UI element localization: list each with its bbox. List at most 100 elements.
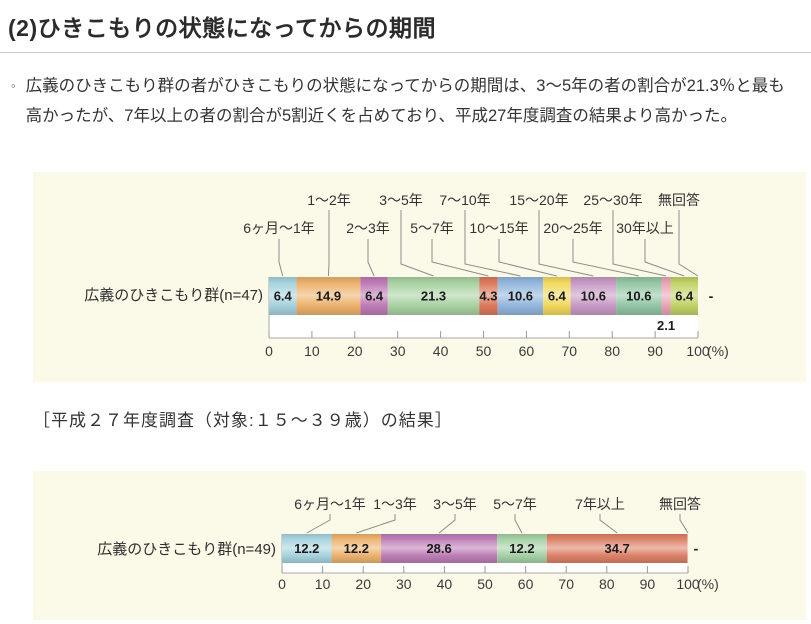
leader-line [679,514,689,534]
list-bullet-icon: ◦ [11,78,16,93]
leader-line [400,210,434,277]
segment-value-label: 10.6 [508,289,533,304]
no-answer-dash: - [694,541,699,557]
page-title: (2)ひきこもりの状態になってからの期間 [8,15,436,41]
segment-value-label: 10.6 [581,289,606,304]
bar-segment [282,534,332,563]
bar-segment [497,277,544,315]
leader-line [644,239,685,277]
summary-text: 広義のひきこもり群の者がひきこもりの状態になってからの期間は、3～5年の者の割合… [25,77,785,125]
axis-tick-label: 10 [315,576,331,592]
axis-tick-label: 0 [278,576,286,592]
category-label: 1～2年 [307,192,351,208]
leader-line [438,514,456,534]
axis-tick-label: 30 [396,576,412,592]
category-label: 25～30年 [583,192,642,208]
axis-tick-label: 30 [390,343,406,359]
axis-tick-label: 100 [676,576,700,592]
segment-value-label: 6.4 [365,289,384,304]
axis-tick-label: 20 [355,576,371,592]
leader-line [678,210,699,277]
segment-value-label: 21.3 [421,289,446,304]
category-label: 3～5年 [379,192,423,208]
segment-value-label: 12.2 [509,541,534,556]
segment-value-label: 6.4 [274,289,293,304]
axis-tick-label: 80 [599,576,615,592]
segment-value-label: 6.4 [675,289,694,304]
axis-tick-label: 40 [437,576,453,592]
axis-tick-label: 10 [304,343,320,359]
category-label: 無回答 [659,496,701,512]
bar-segment [296,277,361,315]
leader-line [306,514,331,534]
leader-line [538,210,594,277]
segment-value-label: 12.2 [344,541,369,556]
axis-unit-label: (%) [697,576,719,592]
segment-value-label: 14.9 [316,289,341,304]
bar-segment [570,277,617,315]
bar-segment [269,277,297,315]
category-label: 2～3年 [346,220,390,236]
stacked-bar-chart-h27: 0 10 20 30 40 50 60 70 80 90 100(%) 広義のひきこもり群(n=49)… [97,496,719,592]
category-label: 3～5年 [433,496,477,512]
segment-value-label: 6.4 [548,289,567,304]
row-label: 広義のひきこもり群(n=47) [84,287,263,304]
axis-tick-label: 60 [518,576,534,592]
leader-line [356,514,396,534]
segment-value-label: 12.2 [294,541,319,556]
leader-line [278,239,284,277]
bar-segment [661,277,671,315]
bar-segment [360,277,388,315]
leader-line [612,210,667,277]
bar-segment [497,534,547,563]
axis-tick-label: 80 [604,343,620,359]
segment-value-label: 4.3 [479,289,497,304]
leader-line [498,239,557,277]
category-label: 7～10年 [439,192,490,208]
axis-tick-label: 0 [265,343,273,359]
stacked-bar-chart-current: 0 10 20 30 40 50 60 70 80 90 100(%) 広義のひきこもり群(n=47)… [84,192,729,359]
leader-line [572,239,639,277]
leader-line [599,514,618,534]
category-label: 7年以上 [575,496,625,512]
segment-value-label: 28.6 [426,541,451,556]
category-label: 5～7年 [493,496,537,512]
row-label: 広義のひきこもり群(n=49) [97,541,276,558]
axis-unit-label: (%) [707,343,729,359]
category-label: 6ヶ月～1年 [294,496,366,512]
axis-tick-label: 60 [519,343,535,359]
axis-tick-label: 50 [477,576,493,592]
category-label: 無回答 [658,192,700,208]
leader-line [514,514,523,534]
axis-tick-label: 100 [686,343,710,359]
bar-segment [546,534,688,563]
axis-tick-label: 90 [640,576,656,592]
header-divider [0,52,811,53]
axis-tick-label: 90 [647,343,663,359]
category-label: 1～3年 [373,496,417,512]
segment-value-label-below: 2.1 [657,318,675,333]
leader-line [367,239,375,277]
leader-line [464,210,521,277]
axis-tick-label: 20 [347,343,363,359]
previous-survey-label: ［平成２７年度調査（対象:１５～３９歳）の結果］ [33,411,453,430]
bar-segment [479,277,498,315]
category-label: 15～20年 [509,192,568,208]
chart-panel-current-survey: 0 10 20 30 40 50 60 70 80 90 100 (%) 広義のひきこもり群(n=47)… [33,172,806,382]
category-label: 20～25年 [543,220,602,236]
bar-segment [670,277,698,315]
bar-segment [616,277,662,315]
category-label: 5～7年 [410,220,454,236]
bar-segment [381,534,498,563]
category-label: 6ヶ月～1年 [243,220,315,236]
axis-tick-label: 50 [476,343,492,359]
bar-segment [331,534,382,563]
leader-line [431,239,489,277]
segment-value-label: 10.6 [626,289,651,304]
category-label: 10～15年 [469,220,528,236]
axis-tick-label: 40 [433,343,449,359]
chart-panel-h27-survey: 0 10 20 30 40 50 60 70 80 90 100 (%) 広義のひきこもり群(n=49)… [33,471,806,620]
axis-tick-label: 70 [558,576,574,592]
leader-line [327,210,330,277]
segment-value-label: 34.7 [604,541,629,556]
